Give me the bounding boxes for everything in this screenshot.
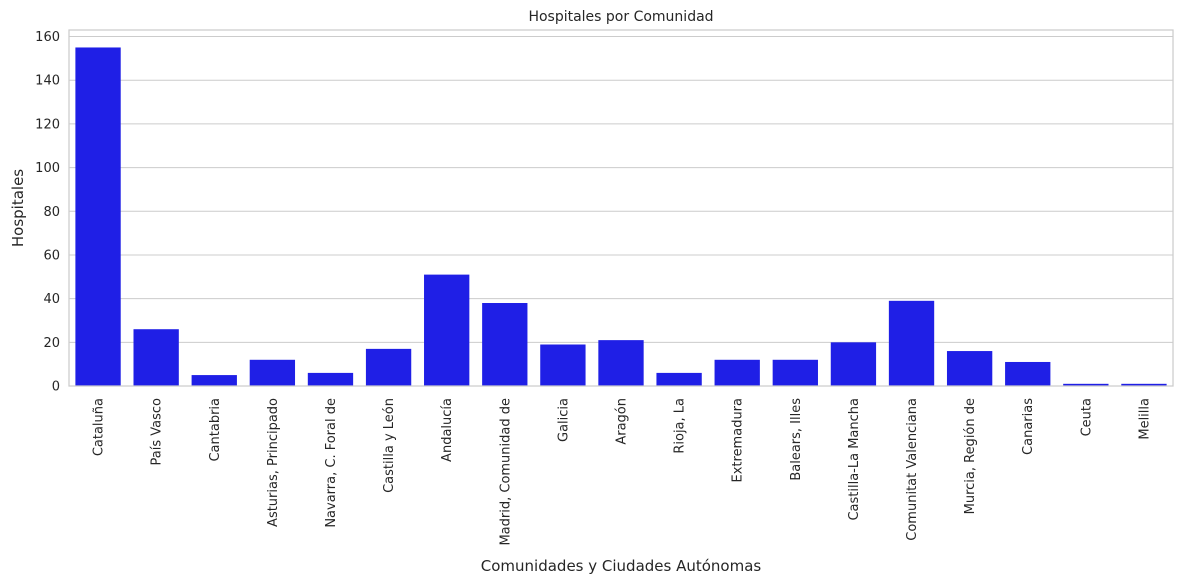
y-tick-label: 140 bbox=[35, 74, 60, 89]
x-tick-label: Aragón bbox=[615, 398, 630, 445]
x-axis-label: Comunidades y Ciudades Autónomas bbox=[481, 557, 762, 575]
x-tick-label: Melilla bbox=[1137, 398, 1152, 440]
bar bbox=[1121, 383, 1167, 386]
x-tick-label: Andalucía bbox=[440, 398, 455, 462]
bar bbox=[482, 303, 528, 386]
bar bbox=[1005, 361, 1051, 386]
chart-title: Hospitales por Comunidad bbox=[528, 9, 713, 25]
grid-lines bbox=[69, 36, 1173, 387]
bar bbox=[133, 329, 179, 386]
bars bbox=[75, 47, 1167, 387]
y-tick-label: 80 bbox=[43, 205, 60, 220]
bar bbox=[365, 348, 412, 386]
x-tick-label: Murcia, Región de bbox=[963, 398, 978, 514]
x-tick-label: Castilla y León bbox=[382, 398, 397, 493]
x-tick-label: Balears, Illes bbox=[789, 398, 804, 481]
bar bbox=[540, 344, 586, 386]
x-tick-label: Madrid, Comunidad de bbox=[498, 398, 513, 546]
bar bbox=[888, 300, 935, 386]
bar bbox=[249, 359, 296, 386]
bar bbox=[598, 340, 644, 386]
y-tick-label: 160 bbox=[35, 30, 60, 45]
bar bbox=[830, 342, 877, 386]
y-tick-labels: 0 20 40 60 80 100 120 140 160 bbox=[35, 30, 60, 394]
x-tick-labels: Cataluña País Vasco Cantabria Asturias, Pri… bbox=[92, 398, 1153, 546]
y-tick-label: 20 bbox=[43, 336, 60, 351]
x-tick-label: Comunitat Valenciana bbox=[905, 398, 920, 541]
y-tick-label: 0 bbox=[52, 380, 60, 395]
bar bbox=[946, 351, 993, 386]
bar bbox=[656, 372, 702, 386]
x-tick-label: Canarias bbox=[1021, 398, 1036, 455]
bar bbox=[191, 375, 237, 386]
x-tick-label: Cantabria bbox=[208, 398, 223, 462]
x-tick-label: Ceuta bbox=[1079, 398, 1094, 436]
y-tick-label: 60 bbox=[43, 248, 60, 263]
y-tick-label: 100 bbox=[35, 161, 60, 176]
bar bbox=[75, 47, 121, 387]
x-tick-label: País Vasco bbox=[150, 398, 165, 466]
y-axis-label: Hospitales bbox=[9, 169, 27, 247]
bar bbox=[307, 372, 354, 386]
x-tick-label: Cataluña bbox=[92, 398, 107, 456]
bar bbox=[772, 359, 818, 386]
x-tick-label: Galicia bbox=[556, 398, 571, 442]
bar bbox=[714, 359, 760, 386]
bar bbox=[1063, 383, 1109, 386]
x-tick-label: Asturias, Principado bbox=[266, 398, 281, 527]
plot-frame bbox=[68, 29, 1174, 387]
x-tick-label: Rioja, La bbox=[673, 398, 688, 454]
x-tick-label: Navarra, C. Foral de bbox=[324, 398, 339, 528]
bar bbox=[424, 274, 470, 386]
y-tick-label: 120 bbox=[35, 117, 60, 132]
y-tick-label: 40 bbox=[43, 292, 60, 307]
x-tick-label: Castilla-La Mancha bbox=[847, 398, 862, 521]
x-tick-label: Extremadura bbox=[731, 398, 746, 483]
